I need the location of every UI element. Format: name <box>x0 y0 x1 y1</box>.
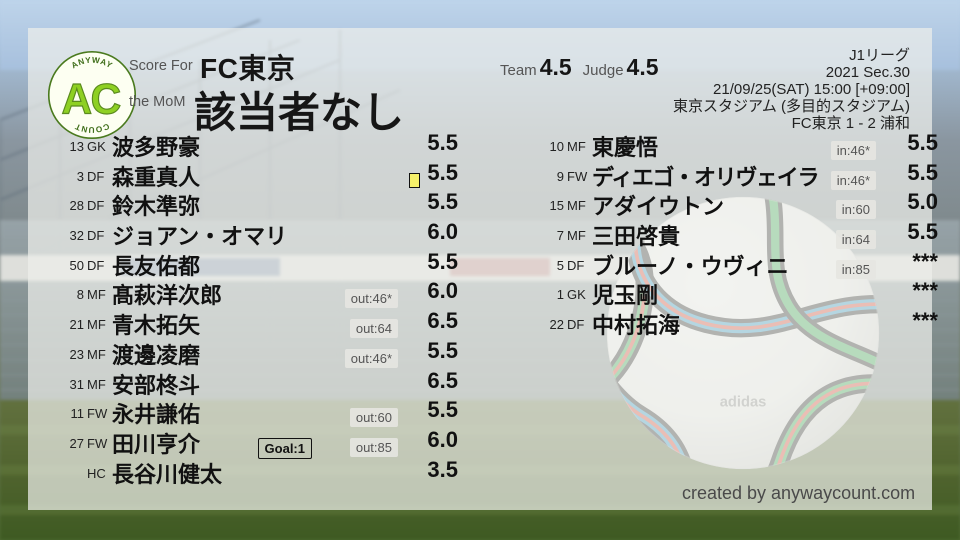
svg-text:AC: AC <box>61 75 120 122</box>
